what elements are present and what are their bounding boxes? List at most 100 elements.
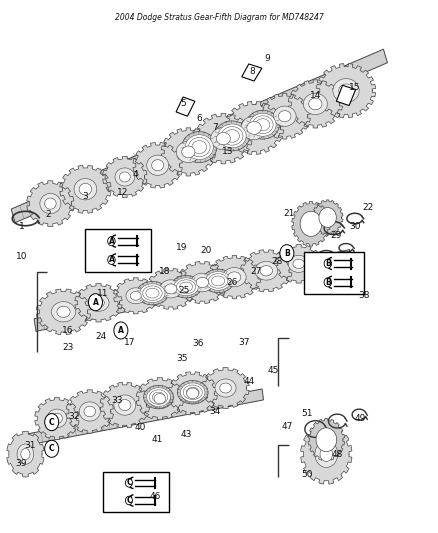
Text: B: B [325,259,331,268]
Ellipse shape [208,273,228,288]
Text: 19: 19 [176,244,187,252]
Text: 45: 45 [268,366,279,375]
Polygon shape [242,64,262,81]
Text: 34: 34 [209,407,220,416]
Circle shape [324,259,332,268]
Polygon shape [146,269,195,309]
Text: 37: 37 [239,338,250,346]
Polygon shape [27,181,74,227]
Ellipse shape [333,78,359,102]
Polygon shape [34,249,351,332]
Circle shape [114,322,128,339]
Polygon shape [7,431,44,477]
Ellipse shape [223,268,246,287]
Polygon shape [336,85,356,106]
Ellipse shape [74,179,97,200]
Ellipse shape [149,389,170,408]
Ellipse shape [47,409,67,427]
Ellipse shape [319,207,336,228]
Text: 9: 9 [264,54,270,63]
Text: 44: 44 [243,377,254,385]
Text: 22: 22 [362,204,374,212]
Polygon shape [316,63,376,118]
Text: 18: 18 [159,268,170,276]
Text: 14: 14 [310,92,321,100]
Ellipse shape [293,259,304,269]
Circle shape [108,255,115,264]
Ellipse shape [256,119,270,131]
Ellipse shape [255,262,278,280]
Bar [85,229,151,272]
Text: 16: 16 [62,326,74,335]
Text: 30: 30 [349,222,360,231]
Ellipse shape [17,444,34,464]
Text: 33: 33 [112,397,123,405]
Ellipse shape [143,286,162,301]
Ellipse shape [147,387,170,407]
Ellipse shape [174,278,198,296]
Ellipse shape [144,385,173,409]
Ellipse shape [79,402,100,421]
Text: C: C [126,496,132,505]
Circle shape [125,496,132,505]
Text: 4: 4 [133,171,138,179]
Text: 20: 20 [200,246,212,255]
Ellipse shape [120,172,130,182]
Text: A: A [109,255,114,264]
Polygon shape [136,377,184,420]
Circle shape [88,294,102,311]
Ellipse shape [216,132,230,145]
Ellipse shape [187,388,199,399]
Ellipse shape [52,413,62,424]
Polygon shape [292,201,330,246]
Text: 6: 6 [196,114,202,123]
Polygon shape [66,390,113,433]
Text: 21: 21 [283,209,295,217]
Text: A: A [92,298,99,306]
Ellipse shape [221,127,243,145]
Text: 12: 12 [117,189,128,197]
Polygon shape [308,418,345,461]
Text: 2004 Dodge Stratus Gear-Fifth Diagram for MD748247: 2004 Dodge Stratus Gear-Fifth Diagram fo… [115,13,323,22]
Polygon shape [25,389,264,445]
Ellipse shape [185,135,213,159]
Text: 8: 8 [249,68,255,76]
Ellipse shape [303,93,328,115]
Ellipse shape [154,393,166,404]
Ellipse shape [320,447,332,462]
Ellipse shape [212,276,225,286]
Ellipse shape [246,110,279,139]
Ellipse shape [339,84,353,97]
Ellipse shape [131,292,141,300]
Polygon shape [35,397,79,440]
Text: 7: 7 [212,124,218,132]
Polygon shape [176,97,195,116]
Circle shape [45,414,59,431]
Ellipse shape [191,273,214,292]
Ellipse shape [316,428,337,451]
Text: 13: 13 [222,148,233,156]
Text: 39: 39 [15,459,27,468]
Ellipse shape [205,271,231,290]
Text: 3: 3 [82,192,88,200]
Polygon shape [177,262,228,303]
Text: 31: 31 [24,441,35,449]
Circle shape [45,440,59,457]
Text: 50: 50 [301,470,312,479]
Text: 46: 46 [150,492,161,501]
Polygon shape [102,157,147,197]
Text: 27: 27 [251,268,262,276]
Polygon shape [224,101,284,155]
Ellipse shape [88,294,109,311]
Polygon shape [60,165,111,213]
Text: 26: 26 [226,278,238,287]
Text: 47: 47 [281,422,293,431]
Ellipse shape [51,302,75,322]
Text: C: C [49,445,54,453]
Text: A: A [118,326,124,335]
Text: 23: 23 [62,343,74,352]
Text: 38: 38 [358,292,369,300]
Ellipse shape [180,282,193,292]
Ellipse shape [177,381,208,404]
Ellipse shape [40,193,61,214]
